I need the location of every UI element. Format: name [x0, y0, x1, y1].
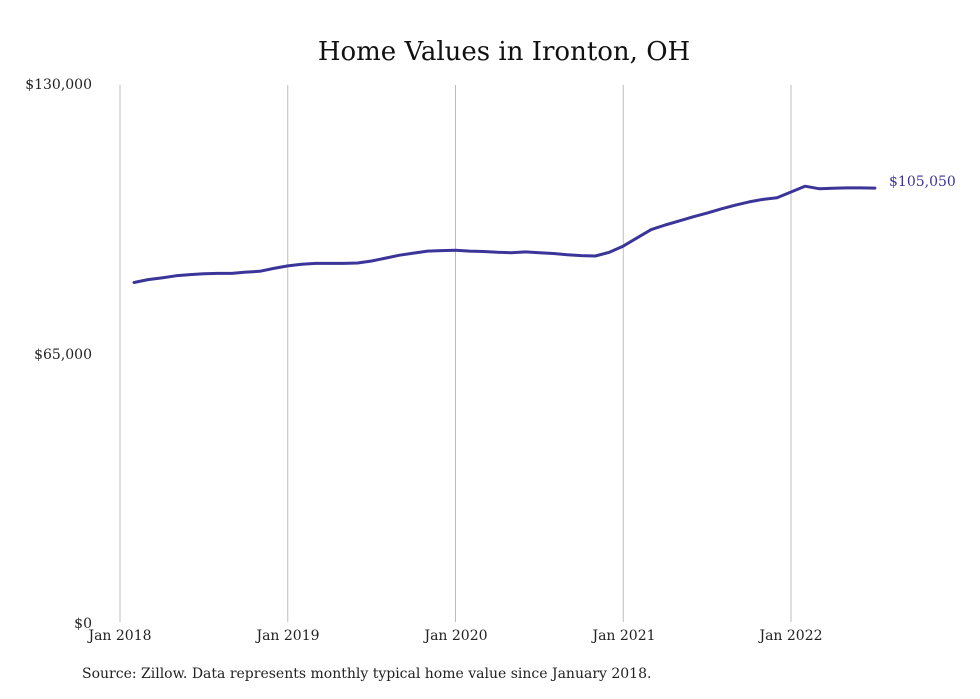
y-tick-label-130000: $130,000: [25, 77, 92, 93]
y-tick-label-0: $0: [74, 616, 92, 632]
x-gridlines: [119, 85, 792, 622]
x-tick-labels: Jan 2018 Jan 2019 Jan 2020 Jan 2021 Jan …: [86, 628, 822, 644]
chart-title: Home Values in Ironton, OH: [318, 37, 690, 67]
x-tick-label-2019: Jan 2019: [254, 628, 319, 644]
y-tick-label-65000: $65,000: [34, 347, 92, 363]
x-tick-label-2022: Jan 2022: [757, 628, 822, 644]
source-note: Source: Zillow. Data represents monthly …: [82, 666, 652, 682]
end-value-label: $105,050: [889, 174, 956, 190]
x-tick-label-2018: Jan 2018: [86, 628, 151, 644]
x-tick-label-2021: Jan 2021: [590, 628, 655, 644]
x-tick-label-2020: Jan 2020: [422, 628, 487, 644]
series-line: [132, 184, 877, 284]
